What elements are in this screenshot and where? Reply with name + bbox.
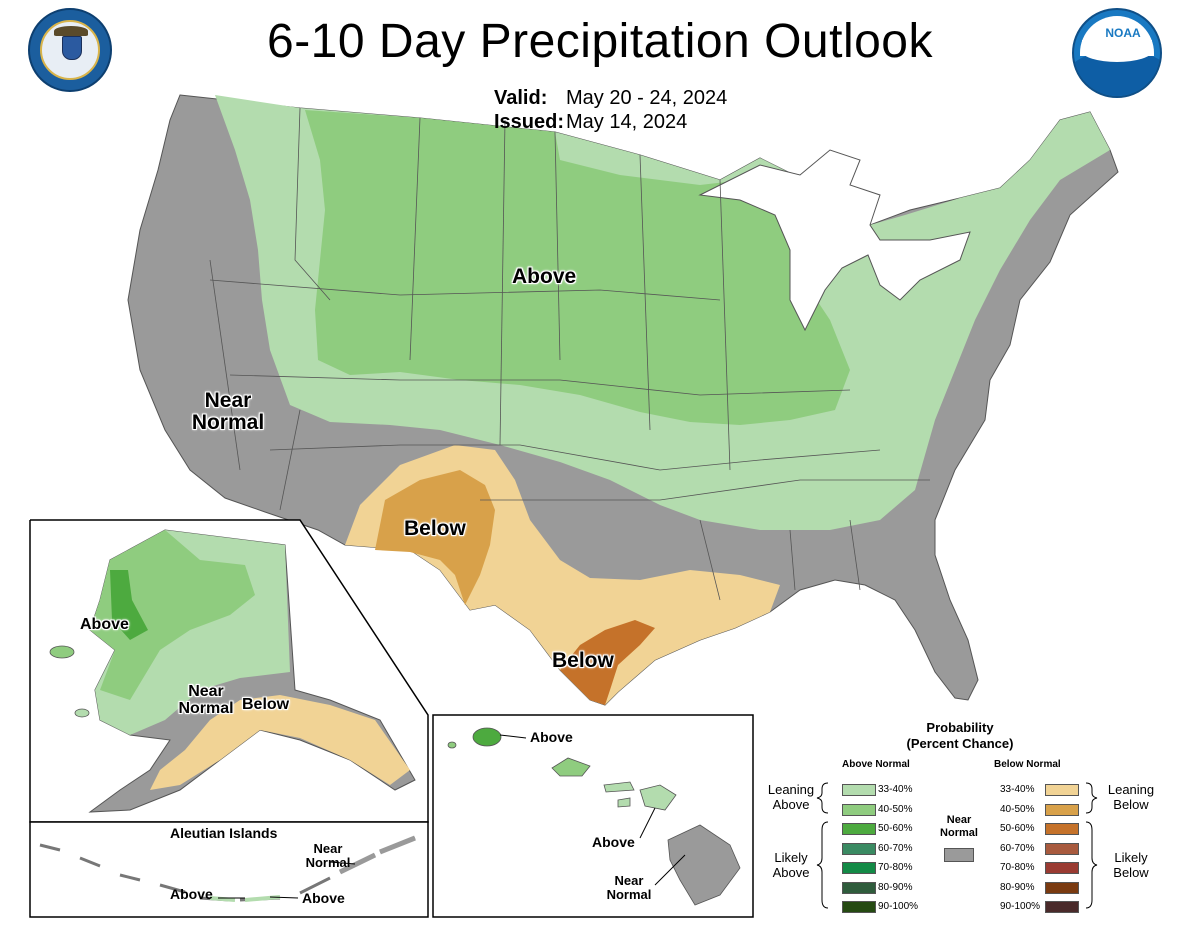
above-swatch-0 bbox=[842, 784, 876, 796]
below-swatch-3 bbox=[1045, 842, 1079, 855]
legend-near-normal-label: Near Normal bbox=[936, 814, 982, 840]
leaning-above-line1: Leaning bbox=[767, 782, 815, 797]
alaska-island-stlawrence bbox=[49, 645, 75, 659]
below-swatch-label-5: 80-90% bbox=[1000, 881, 1035, 893]
above-swatch-6 bbox=[842, 901, 876, 913]
above-swatch-1 bbox=[842, 803, 876, 816]
aleutian-above-label-a: Above bbox=[170, 886, 213, 902]
conus-below-sw-label: Below bbox=[404, 517, 466, 540]
above-swatch-4 bbox=[842, 862, 876, 874]
conus-below-40-50-nm-region bbox=[375, 470, 495, 605]
issued-value: May 14, 2024 bbox=[566, 111, 688, 133]
hawaii-island-lanai bbox=[617, 797, 631, 808]
legend-likely-below: Likely Below bbox=[1100, 850, 1162, 880]
leaning-below-line2: Below bbox=[1113, 797, 1149, 812]
hawaii-island-niihau bbox=[447, 741, 457, 749]
hawaii-island-molokai bbox=[603, 781, 635, 793]
alaska-below-label: Below bbox=[242, 696, 290, 713]
below-swatch-2 bbox=[1045, 823, 1079, 835]
legend-leaning-above: Leaning Above bbox=[760, 782, 822, 812]
below-swatch-label-2: 50-60% bbox=[1000, 823, 1035, 834]
below-swatch-4 bbox=[1045, 862, 1079, 874]
hawaii-near-line2: Normal bbox=[606, 886, 652, 902]
likely-below-line1: Likely bbox=[1114, 850, 1148, 865]
legend-near-normal-swatch bbox=[944, 848, 974, 862]
legend-leaning-below: Leaning Below bbox=[1100, 782, 1162, 812]
alaska-near-normal-label: Near Normal bbox=[168, 683, 244, 718]
legend-below-header: Below Normal bbox=[994, 759, 1061, 770]
great-lakes-water bbox=[698, 149, 971, 332]
legend-title-line2: (Percent Chance) bbox=[906, 736, 1014, 751]
hawaii-near-line1: Near bbox=[614, 873, 644, 888]
issued-label: Issued: bbox=[494, 111, 565, 133]
above-swatch-label-2: 50-60% bbox=[878, 823, 913, 834]
conus-above-label: Above bbox=[512, 265, 577, 288]
below-swatch-label-1: 40-50% bbox=[1000, 803, 1035, 815]
date-block: Valid: May 20 - 24, 2024 Issued:May 14, 2… bbox=[494, 86, 727, 134]
legend-near-line2: Normal bbox=[940, 827, 978, 839]
below-swatch-label-6: 90-100% bbox=[1000, 901, 1041, 912]
alaska-above-label: Above bbox=[80, 616, 129, 633]
alaska-above-40-50-region bbox=[90, 530, 255, 700]
hawaii-island-maui bbox=[639, 784, 677, 811]
alaska-above-50-60-region bbox=[110, 570, 148, 640]
below-swatch-6 bbox=[1045, 901, 1079, 913]
below-swatch-5 bbox=[1045, 881, 1079, 894]
valid-label: Valid: bbox=[494, 87, 548, 109]
alaska-below-33-40-region bbox=[150, 695, 410, 790]
likely-above-line2: Above bbox=[772, 865, 810, 880]
alaska-near-line1: Near bbox=[188, 683, 224, 700]
alaska-island-nunivak bbox=[74, 708, 90, 718]
above-swatch-label-6: 90-100% bbox=[878, 901, 919, 912]
legend-title-line1: Probability bbox=[926, 720, 994, 735]
above-swatch-5 bbox=[842, 881, 876, 894]
aleutian-near-line1: Near bbox=[313, 841, 343, 856]
below-swatch-label-3: 60-70% bbox=[1000, 842, 1035, 854]
above-swatch-label-3: 60-70% bbox=[878, 842, 913, 854]
valid-value: May 20 - 24, 2024 bbox=[566, 87, 728, 109]
commerce-seal-icon bbox=[28, 8, 112, 92]
hawaii-island-kauai bbox=[472, 727, 502, 747]
legend-above-header: Above Normal bbox=[842, 759, 910, 770]
below-swatch-1 bbox=[1045, 803, 1079, 816]
aleutian-above-label-b: Above bbox=[302, 890, 345, 906]
noaa-logo-text: NOAA bbox=[1105, 26, 1141, 40]
below-swatch-label-4: 70-80% bbox=[1000, 862, 1035, 873]
above-swatch-3 bbox=[842, 842, 876, 855]
state-lines bbox=[209, 107, 930, 601]
above-swatch-label-4: 70-80% bbox=[878, 862, 913, 873]
conus-below-tx-label: Below bbox=[552, 649, 614, 672]
aleutian-leader-lines bbox=[218, 861, 356, 899]
likely-above-line1: Likely bbox=[774, 850, 808, 865]
conus-near-line1: Near bbox=[204, 389, 252, 412]
above-swatch-2 bbox=[842, 823, 876, 835]
legend-title: Probability (Percent Chance) bbox=[870, 720, 1050, 752]
hawaii-above-maui-label: Above bbox=[592, 834, 635, 850]
above-swatch-label-1: 40-50% bbox=[878, 803, 913, 815]
aleutian-near-normal-section bbox=[338, 835, 416, 875]
below-swatch-0 bbox=[1045, 784, 1079, 796]
likely-below-line2: Below bbox=[1113, 865, 1149, 880]
hawaii-above-kauai-label: Above bbox=[530, 729, 573, 745]
leaning-below-line1: Leaning bbox=[1107, 782, 1155, 797]
page-title: 6-10 Day Precipitation Outlook bbox=[267, 15, 933, 68]
aleutian-near-normal-label: Near Normal bbox=[296, 842, 360, 869]
hawaii-leader-lines bbox=[499, 734, 686, 886]
aleutian-title: Aleutian Islands bbox=[170, 825, 278, 841]
conus-below-40-50-tx-region bbox=[560, 620, 655, 705]
conus-near-normal-label: Near Normal bbox=[178, 389, 278, 435]
above-swatch-label-5: 80-90% bbox=[878, 881, 913, 893]
aleutian-near-line2: Normal bbox=[305, 854, 351, 870]
conus-near-line2: Normal bbox=[191, 411, 265, 435]
hawaii-near-normal-label: Near Normal bbox=[602, 874, 656, 901]
hawaii-island-oahu bbox=[551, 757, 591, 777]
above-swatch-label-0: 33-40% bbox=[878, 784, 913, 795]
noaa-logo-icon: NOAA bbox=[1072, 8, 1162, 98]
legend-near-line1: Near bbox=[946, 814, 972, 826]
alaska-near-line2: Normal bbox=[178, 699, 234, 717]
below-swatch-label-0: 33-40% bbox=[1000, 784, 1035, 795]
leaning-above-line2: Above bbox=[772, 797, 810, 812]
legend-likely-above: Likely Above bbox=[760, 850, 822, 880]
